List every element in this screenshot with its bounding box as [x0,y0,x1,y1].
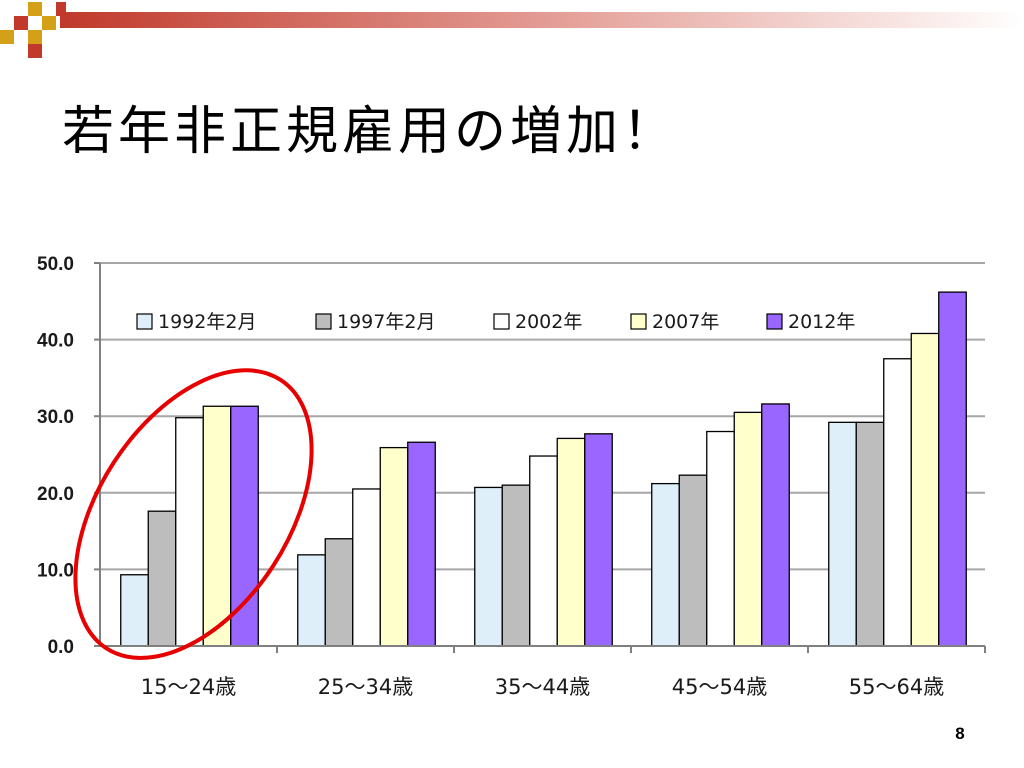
bar [501,484,531,647]
legend-swatch [493,313,510,330]
x-tick-label: 15～24歳 [141,675,236,699]
bar [407,441,436,647]
deco-square-5 [28,44,42,58]
y-tick-label: 50.0 [37,254,74,275]
y-tick-label: 40.0 [37,331,74,352]
highlight-annotation [73,368,314,660]
legend-swatch [136,313,153,330]
page-number: 8 [955,724,965,743]
bar [938,291,967,647]
bar [910,332,940,647]
legend-swatch [630,313,647,330]
slide-title: 若年非正規雇用の増加！ [62,102,679,162]
legend-label: 1997年2月 [337,311,435,333]
bar [474,486,503,647]
deco-gradient-bar [60,12,1024,28]
deco-square-3 [42,16,56,30]
bar [324,538,354,647]
deco-square-7 [56,2,66,16]
bar [120,574,149,647]
legend-item: 2002年 [493,311,582,333]
legend-label: 2012年 [788,311,855,333]
legend-item: 2007年 [630,311,719,333]
bar [733,411,763,647]
deco-square-2 [28,2,42,16]
deco-square-6 [0,30,14,44]
legend: 1992年2月 1997年2月 2002年 2007年 2012年 [136,311,855,333]
x-tick-label: 35～44歳 [495,675,590,699]
bar [147,510,177,647]
x-tick-label: 45～54歳 [672,675,767,699]
bar [678,474,708,647]
bar [855,421,885,647]
highlight-ellipse [73,368,314,660]
bar [529,455,558,647]
y-tick-label: 0.0 [48,637,74,658]
bar [352,488,381,647]
legend-label: 1992年2月 [158,311,256,333]
deco-square-4 [28,30,42,44]
bars [120,291,967,647]
y-tick-labels: 0.0 10.0 20.0 30.0 40.0 50.0 [37,254,74,658]
x-tick-labels: 15～24歳 25～34歳 35～44歳 45～54歳 55～64歳 [141,675,944,699]
bar [828,421,857,647]
bar [379,446,409,647]
deco-square-1 [14,16,28,30]
legend-item: 2012年 [766,311,855,333]
axes [94,262,986,653]
slide-header-decoration [0,2,1024,58]
legend-swatch [315,313,332,330]
bar-chart: 0.0 10.0 20.0 30.0 40.0 50.0 15～24歳 25～34歳 35～4… [37,254,986,699]
bar [883,358,912,647]
bar [175,417,204,647]
legend-item: 1992年2月 [136,311,256,333]
y-tick-label: 30.0 [37,407,74,428]
bar [556,437,586,647]
bar [761,403,790,647]
legend-label: 2007年 [652,311,719,333]
y-tick-label: 20.0 [37,484,74,505]
x-tick-label: 25～34歳 [318,675,413,699]
legend-swatch [766,313,783,330]
bar [202,405,232,647]
bar [297,554,326,647]
bar [651,482,680,647]
x-tick-label: 55～64歳 [849,675,944,699]
legend-label: 2002年 [515,311,582,333]
bar [584,433,613,647]
bar [706,430,735,647]
bar [230,405,259,647]
legend-item: 1997年2月 [315,311,435,333]
y-tick-label: 10.0 [37,560,74,581]
